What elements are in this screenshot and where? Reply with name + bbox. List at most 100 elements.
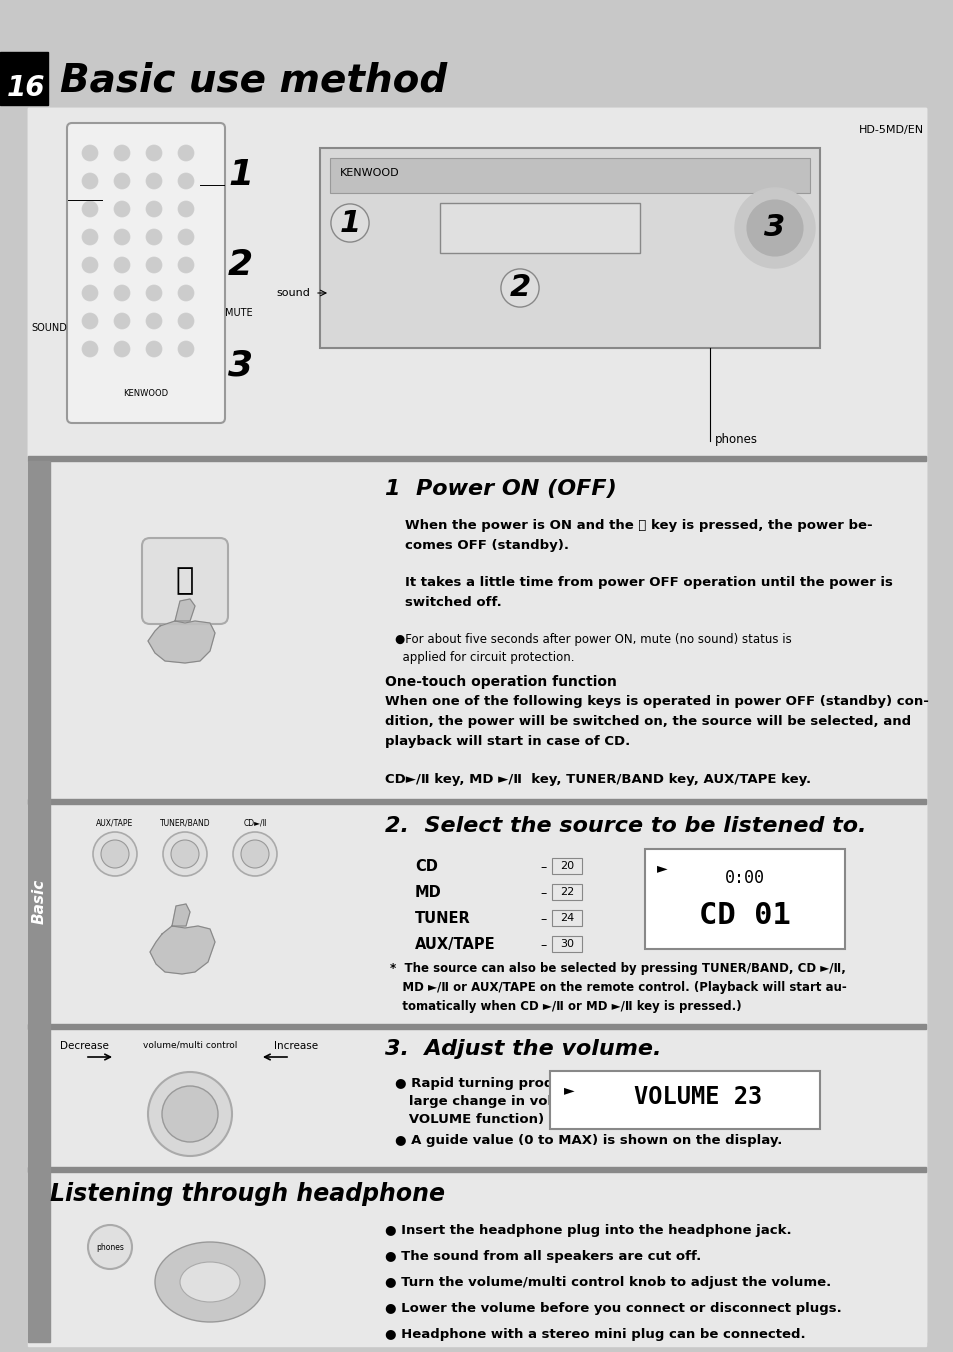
Circle shape (82, 201, 98, 218)
Circle shape (113, 201, 130, 218)
Text: 0:00: 0:00 (724, 869, 764, 887)
Circle shape (241, 840, 269, 868)
Bar (552, 936, 581, 952)
Circle shape (82, 173, 98, 189)
FancyBboxPatch shape (142, 538, 228, 625)
Text: AUX/TAPE: AUX/TAPE (96, 819, 133, 827)
Circle shape (146, 145, 162, 161)
Polygon shape (150, 926, 214, 973)
Circle shape (178, 285, 193, 301)
Text: TUNER: TUNER (415, 911, 470, 926)
Text: KENWOOD: KENWOOD (123, 388, 169, 397)
Text: SOUND: SOUND (31, 323, 67, 333)
Text: 30: 30 (559, 940, 574, 949)
Circle shape (113, 173, 130, 189)
Bar (644, 849, 844, 949)
Text: –: – (539, 913, 546, 926)
Circle shape (82, 285, 98, 301)
Circle shape (146, 314, 162, 329)
Bar (330, 158, 809, 193)
Text: ● Insert the headphone plug into the headphone jack.: ● Insert the headphone plug into the hea… (385, 1224, 791, 1237)
Circle shape (163, 831, 207, 876)
Text: 1: 1 (228, 158, 253, 192)
Bar (28, 108, 925, 456)
Circle shape (113, 257, 130, 273)
Bar (28, 804, 925, 1023)
Text: Listening through headphone: Listening through headphone (50, 1182, 444, 1206)
Bar (319, 147, 820, 347)
Ellipse shape (180, 1261, 240, 1302)
Bar (28, 1023, 925, 1029)
Text: ►: ► (563, 1083, 574, 1096)
Text: MD: MD (415, 886, 441, 900)
Text: phones: phones (96, 1242, 124, 1252)
Circle shape (146, 285, 162, 301)
Text: One-touch operation function: One-touch operation function (385, 675, 617, 690)
Text: ⏻: ⏻ (175, 566, 193, 595)
Text: CD►/Ⅱ key, MD ►/Ⅱ  key, TUNER/BAND key, AUX/TAPE key.: CD►/Ⅱ key, MD ►/Ⅱ key, TUNER/BAND key, A… (385, 773, 810, 786)
Circle shape (171, 840, 199, 868)
Text: HD-5MD/EN: HD-5MD/EN (858, 124, 923, 135)
Text: ● Rapid turning produces a: ● Rapid turning produces a (395, 1078, 600, 1090)
Circle shape (178, 201, 193, 218)
Text: phones: phones (714, 433, 758, 446)
Ellipse shape (154, 1242, 265, 1322)
Circle shape (88, 1225, 132, 1270)
Text: 1  Power ON (OFF): 1 Power ON (OFF) (385, 479, 616, 499)
Bar (0, 51, 48, 105)
FancyBboxPatch shape (67, 123, 225, 423)
Text: 1: 1 (339, 208, 360, 238)
Text: MUTE: MUTE (225, 308, 253, 318)
Polygon shape (148, 621, 214, 662)
Circle shape (146, 201, 162, 218)
Text: CD►/Ⅱ: CD►/Ⅱ (243, 819, 267, 827)
Text: When one of the following keys is operated in power OFF (standby) con-
dition, t: When one of the following keys is operat… (385, 695, 928, 748)
Text: CD 01: CD 01 (699, 900, 790, 930)
Bar (550, 1071, 820, 1129)
Text: *  The source can also be selected by pressing TUNER/BAND, CD ►/Ⅱ,
   MD ►/Ⅱ or : * The source can also be selected by pre… (390, 963, 846, 1013)
Bar (552, 884, 581, 900)
Text: 2: 2 (509, 273, 530, 303)
Circle shape (113, 145, 130, 161)
Text: –: – (539, 861, 546, 873)
Bar (552, 910, 581, 926)
Text: 16: 16 (7, 74, 46, 101)
Text: ● A guide value (0 to MAX) is shown on the display.: ● A guide value (0 to MAX) is shown on t… (395, 1134, 781, 1146)
Text: –: – (539, 940, 546, 952)
Polygon shape (172, 904, 190, 926)
Circle shape (734, 188, 814, 268)
Text: ●For about five seconds after power ON, mute (no sound) status is
  applied for : ●For about five seconds after power ON, … (395, 633, 791, 664)
Circle shape (113, 341, 130, 357)
Circle shape (113, 285, 130, 301)
Circle shape (82, 145, 98, 161)
Bar (28, 461, 925, 799)
Text: VOLUME 23: VOLUME 23 (633, 1086, 761, 1109)
Text: KENWOOD: KENWOOD (339, 168, 399, 178)
Circle shape (162, 1086, 218, 1142)
Text: 2.  Select the source to be listened to.: 2. Select the source to be listened to. (385, 817, 865, 836)
Circle shape (178, 257, 193, 273)
Circle shape (178, 341, 193, 357)
Circle shape (101, 840, 129, 868)
Text: volume/multi control: volume/multi control (143, 1041, 237, 1051)
Text: CD: CD (415, 859, 437, 873)
Text: VOLUME function): VOLUME function) (395, 1113, 543, 1126)
Bar (28, 461, 50, 1343)
Circle shape (82, 314, 98, 329)
Circle shape (82, 341, 98, 357)
Text: Increase: Increase (274, 1041, 317, 1051)
Circle shape (113, 228, 130, 245)
Bar (439, 203, 639, 253)
Text: 3: 3 (228, 347, 253, 383)
Text: 2: 2 (228, 247, 253, 283)
Text: ● Lower the volume before you connect or disconnect plugs.: ● Lower the volume before you connect or… (385, 1302, 841, 1315)
Text: Decrease: Decrease (60, 1041, 109, 1051)
Text: Basic: Basic (31, 879, 47, 923)
Text: 24: 24 (559, 913, 574, 923)
Text: 3.  Adjust the volume.: 3. Adjust the volume. (385, 1038, 660, 1059)
Text: sound: sound (275, 288, 310, 297)
Text: 3: 3 (763, 214, 785, 242)
Circle shape (82, 228, 98, 245)
Text: 20: 20 (559, 861, 574, 871)
Text: large change in volume. (AI: large change in volume. (AI (395, 1095, 615, 1109)
